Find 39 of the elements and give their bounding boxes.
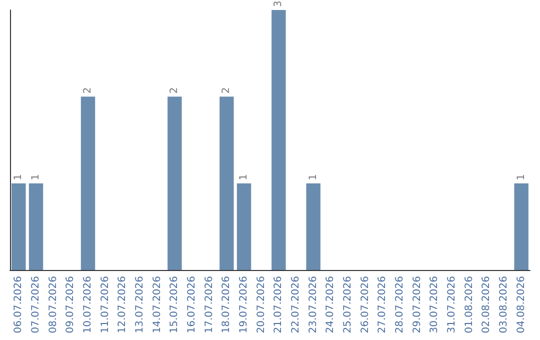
x-tick-label: 19.07.2026 — [238, 276, 250, 334]
x-tick-label: 14.07.2026 — [152, 276, 163, 334]
x-tick-label: 21.07.2026 — [273, 276, 284, 334]
x-tick-label: 08.07.2026 — [48, 276, 59, 334]
x-tick-label: 04.08.2026 — [516, 276, 527, 334]
x-tick-label: 01.08.2026 — [464, 276, 475, 334]
x-tick-label: 10.07.2026 — [82, 276, 94, 334]
data-label: 3 — [273, 0, 284, 7]
x-tick-label: 06.07.2026 — [13, 276, 24, 334]
x-tick-label: 27.07.2026 — [377, 276, 388, 334]
x-tick-label: 17.07.2026 — [204, 276, 215, 334]
data-label: 1 — [516, 174, 527, 180]
data-label: 1 — [238, 174, 250, 180]
x-tick-label: 20.07.2026 — [256, 276, 267, 334]
x-tick-label: 15.07.2026 — [169, 276, 180, 334]
x-tick-label: 26.07.2026 — [360, 276, 371, 334]
x-tick-label: 22.07.2026 — [290, 276, 302, 334]
x-tick-label: 12.07.2026 — [117, 276, 128, 334]
data-label: 2 — [169, 87, 180, 94]
x-tick-label: 25.07.2026 — [342, 276, 354, 334]
x-tick-label: 16.07.2026 — [186, 276, 198, 334]
x-tick-label: 09.07.2026 — [65, 276, 76, 334]
x-tick-label: 13.07.2026 — [134, 276, 146, 334]
x-tick-label: 31.07.2026 — [446, 276, 458, 334]
data-label: 1 — [308, 174, 319, 180]
x-tick-label: 29.07.2026 — [412, 276, 423, 334]
data-label: 2 — [82, 87, 94, 94]
x-tick-label: 07.07.2026 — [30, 276, 42, 334]
x-tick-label: 28.07.2026 — [394, 276, 406, 334]
data-label: 1 — [13, 174, 24, 180]
data-label: 1 — [30, 174, 42, 180]
x-tick-label: 11.07.2026 — [100, 276, 111, 334]
x-tick-label: 24.07.2026 — [325, 276, 336, 334]
x-tick-label: 02.08.2026 — [481, 276, 492, 334]
x-tick-label: 23.07.2026 — [308, 276, 319, 334]
x-tick-label: 30.07.2026 — [429, 276, 440, 334]
x-tick-label: 18.07.2026 — [221, 276, 232, 334]
x-tick-label: 03.08.2026 — [498, 276, 510, 334]
data-label: 2 — [221, 87, 232, 94]
